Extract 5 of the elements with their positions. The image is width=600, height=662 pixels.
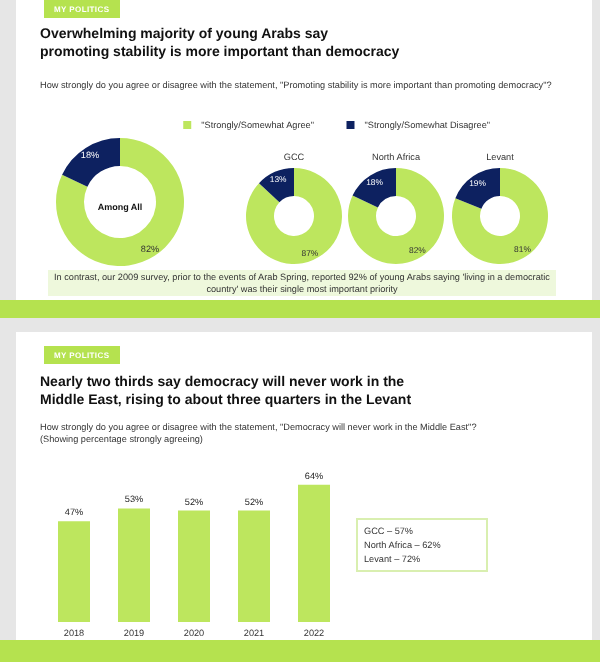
bar (58, 521, 90, 622)
bar (178, 510, 210, 622)
bar (118, 508, 150, 622)
bar (238, 510, 270, 622)
bar (298, 484, 330, 622)
